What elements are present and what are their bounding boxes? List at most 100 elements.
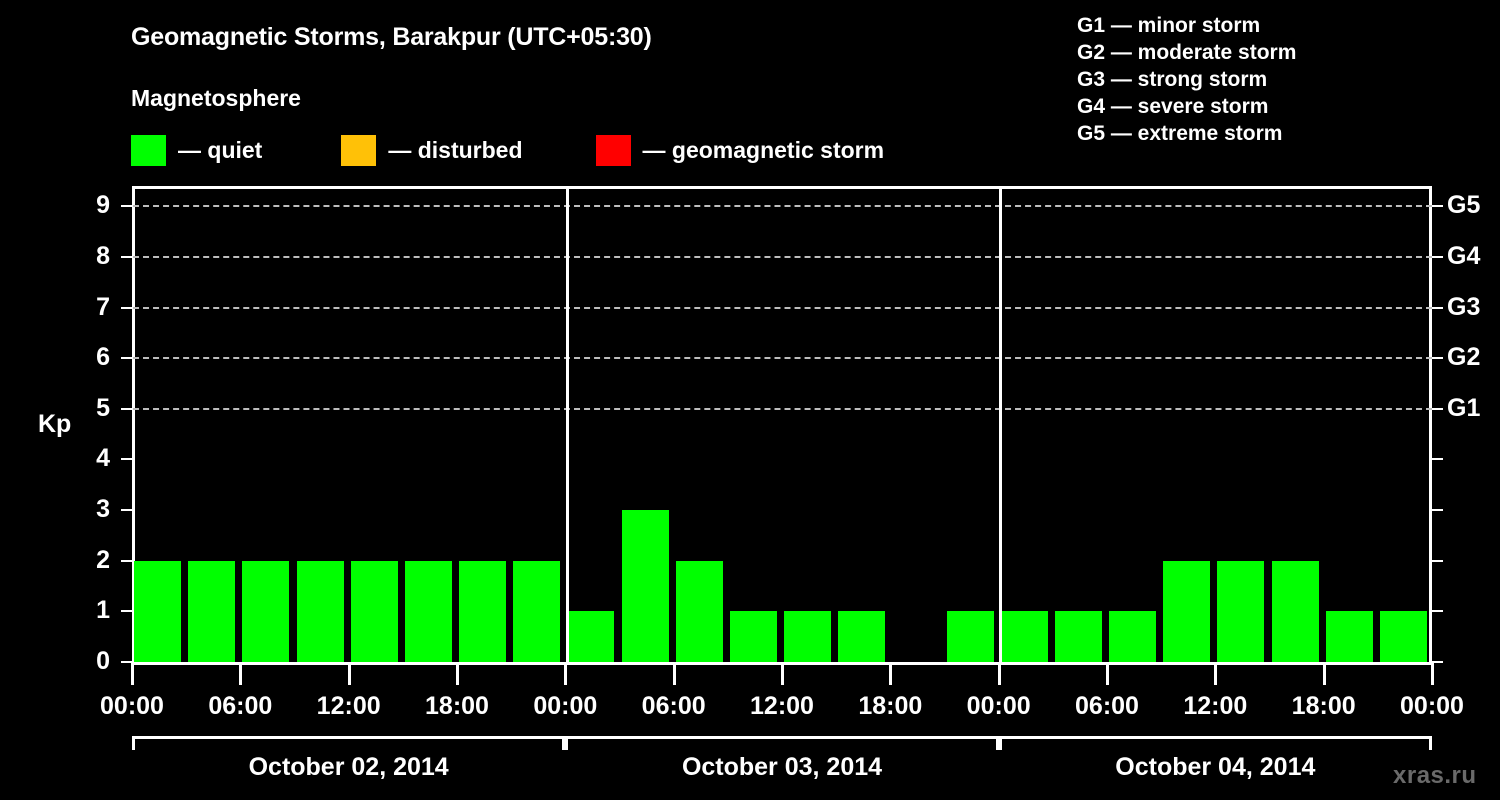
plot-right-axis xyxy=(1429,186,1432,665)
g-scale-line-g1: G1 — minor storm xyxy=(1077,14,1261,37)
y-axis-label-0: 0 xyxy=(96,647,110,675)
legend: — quiet — disturbed — geomagnetic storm xyxy=(131,133,884,167)
x-tick-1 xyxy=(239,663,243,685)
plot-top-axis xyxy=(132,186,1432,189)
x-axis-label-10: 12:00 xyxy=(1183,692,1248,720)
x-axis-label-11: 18:00 xyxy=(1291,692,1356,720)
y-tick-right-2 xyxy=(1432,559,1443,562)
bar-21 xyxy=(1271,560,1319,662)
bar-15 xyxy=(946,611,994,662)
bar-16 xyxy=(1000,611,1048,662)
x-tick-3 xyxy=(456,663,459,685)
y-tick-right-7 xyxy=(1432,306,1443,309)
y-tick-9 xyxy=(121,205,132,208)
gridline-kp-7 xyxy=(133,306,1432,309)
bars-layer xyxy=(132,186,1432,662)
bar-1 xyxy=(188,560,236,662)
bar-18 xyxy=(1109,611,1157,662)
legend-label-disturbed: — disturbed xyxy=(388,136,523,163)
plot-left-axis xyxy=(132,186,135,665)
x-tick-12 xyxy=(1431,663,1434,685)
y-tick-7 xyxy=(121,306,132,309)
date-bracket-1 xyxy=(565,736,999,750)
y-axis-label-8: 8 xyxy=(96,241,110,270)
x-tick-7 xyxy=(889,663,893,685)
amber-square-icon xyxy=(341,134,377,166)
bar-7 xyxy=(513,560,561,662)
y-tick-4 xyxy=(121,458,132,461)
gridline-kp-6 xyxy=(133,357,1432,360)
bar-17 xyxy=(1054,611,1102,662)
bar-9 xyxy=(621,510,669,662)
y-axis-label-6: 6 xyxy=(96,343,110,372)
g-scale-line-g2: G2 — moderate storm xyxy=(1077,41,1297,64)
x-axis-label-5: 06:00 xyxy=(641,692,706,720)
bar-11 xyxy=(729,611,777,662)
y-axis-label-1: 1 xyxy=(96,596,110,625)
y-tick-right-8 xyxy=(1432,255,1443,258)
x-axis-label-9: 06:00 xyxy=(1075,692,1139,720)
g-axis-label-g2: G2 xyxy=(1447,343,1481,372)
red-square-icon xyxy=(595,134,631,166)
bar-4 xyxy=(350,560,398,662)
legend-item-storm: — geomagnetic storm xyxy=(595,134,885,166)
x-tick-11 xyxy=(1322,663,1326,685)
x-axis-label-2: 12:00 xyxy=(316,692,381,720)
legend-item-quiet: — quiet xyxy=(131,134,263,166)
bar-19 xyxy=(1163,560,1211,662)
y-axis-label-4: 4 xyxy=(96,444,110,473)
bar-5 xyxy=(404,560,452,662)
y-axis-label-9: 9 xyxy=(96,191,110,220)
page-title: Geomagnetic Storms, Barakpur (UTC+05:30) xyxy=(131,23,652,51)
x-tick-5 xyxy=(672,663,676,685)
day-separator-2 xyxy=(999,186,1002,663)
g-axis-label-g1: G1 xyxy=(1447,393,1481,422)
y-tick-right-5 xyxy=(1432,407,1443,410)
g-axis-label-g5: G5 xyxy=(1447,191,1481,220)
date-label-1: October 03, 2014 xyxy=(681,753,883,781)
bar-23 xyxy=(1379,611,1427,662)
x-tick-9 xyxy=(1106,663,1109,685)
x-axis-label-12: 00:00 xyxy=(1400,692,1464,720)
x-axis-label-0: 00:00 xyxy=(100,692,164,720)
y-tick-right-6 xyxy=(1432,357,1443,360)
x-tick-8 xyxy=(997,663,1001,685)
bar-3 xyxy=(296,560,344,662)
x-tick-6 xyxy=(781,663,784,685)
y-axis-label-5: 5 xyxy=(96,393,110,422)
y-tick-5 xyxy=(121,407,132,410)
legend-label-storm: — geomagnetic storm xyxy=(642,136,885,163)
gridline-kp-5 xyxy=(133,407,1432,410)
y-tick-right-3 xyxy=(1432,509,1443,512)
g-axis-label-g3: G3 xyxy=(1447,292,1481,321)
y-tick-6 xyxy=(121,357,132,360)
watermark: xras.ru xyxy=(1393,762,1477,789)
x-axis-label-4: 00:00 xyxy=(533,692,598,720)
bar-10 xyxy=(675,560,723,662)
gridline-kp-8 xyxy=(133,255,1432,258)
g-axis-label-g4: G4 xyxy=(1447,241,1481,270)
y-tick-8 xyxy=(121,255,132,258)
date-bracket-2 xyxy=(998,736,1432,750)
g-scale-legend: G1 — minor storm G2 — moderate storm G3 … xyxy=(1077,12,1296,147)
y-axis-label-3: 3 xyxy=(96,495,110,524)
day-separator-1 xyxy=(566,186,569,663)
bar-0 xyxy=(134,560,182,662)
bar-8 xyxy=(567,611,615,662)
y-tick-3 xyxy=(121,509,132,512)
legend-item-disturbed: — disturbed xyxy=(341,134,523,166)
bar-2 xyxy=(242,560,290,662)
y-tick-1 xyxy=(121,610,132,613)
chart-subtitle: Magnetosphere xyxy=(131,85,301,111)
y-axis-title: Kp xyxy=(38,410,72,438)
g-scale-line-g4: G4 — severe storm xyxy=(1077,95,1269,118)
x-tick-0 xyxy=(131,663,134,685)
legend-label-quiet: — quiet xyxy=(178,136,263,163)
bar-20 xyxy=(1217,560,1265,662)
date-label-2: October 04, 2014 xyxy=(1115,753,1316,781)
bar-22 xyxy=(1325,611,1373,662)
y-tick-right-1 xyxy=(1432,610,1443,613)
x-axis-label-7: 18:00 xyxy=(858,692,923,720)
